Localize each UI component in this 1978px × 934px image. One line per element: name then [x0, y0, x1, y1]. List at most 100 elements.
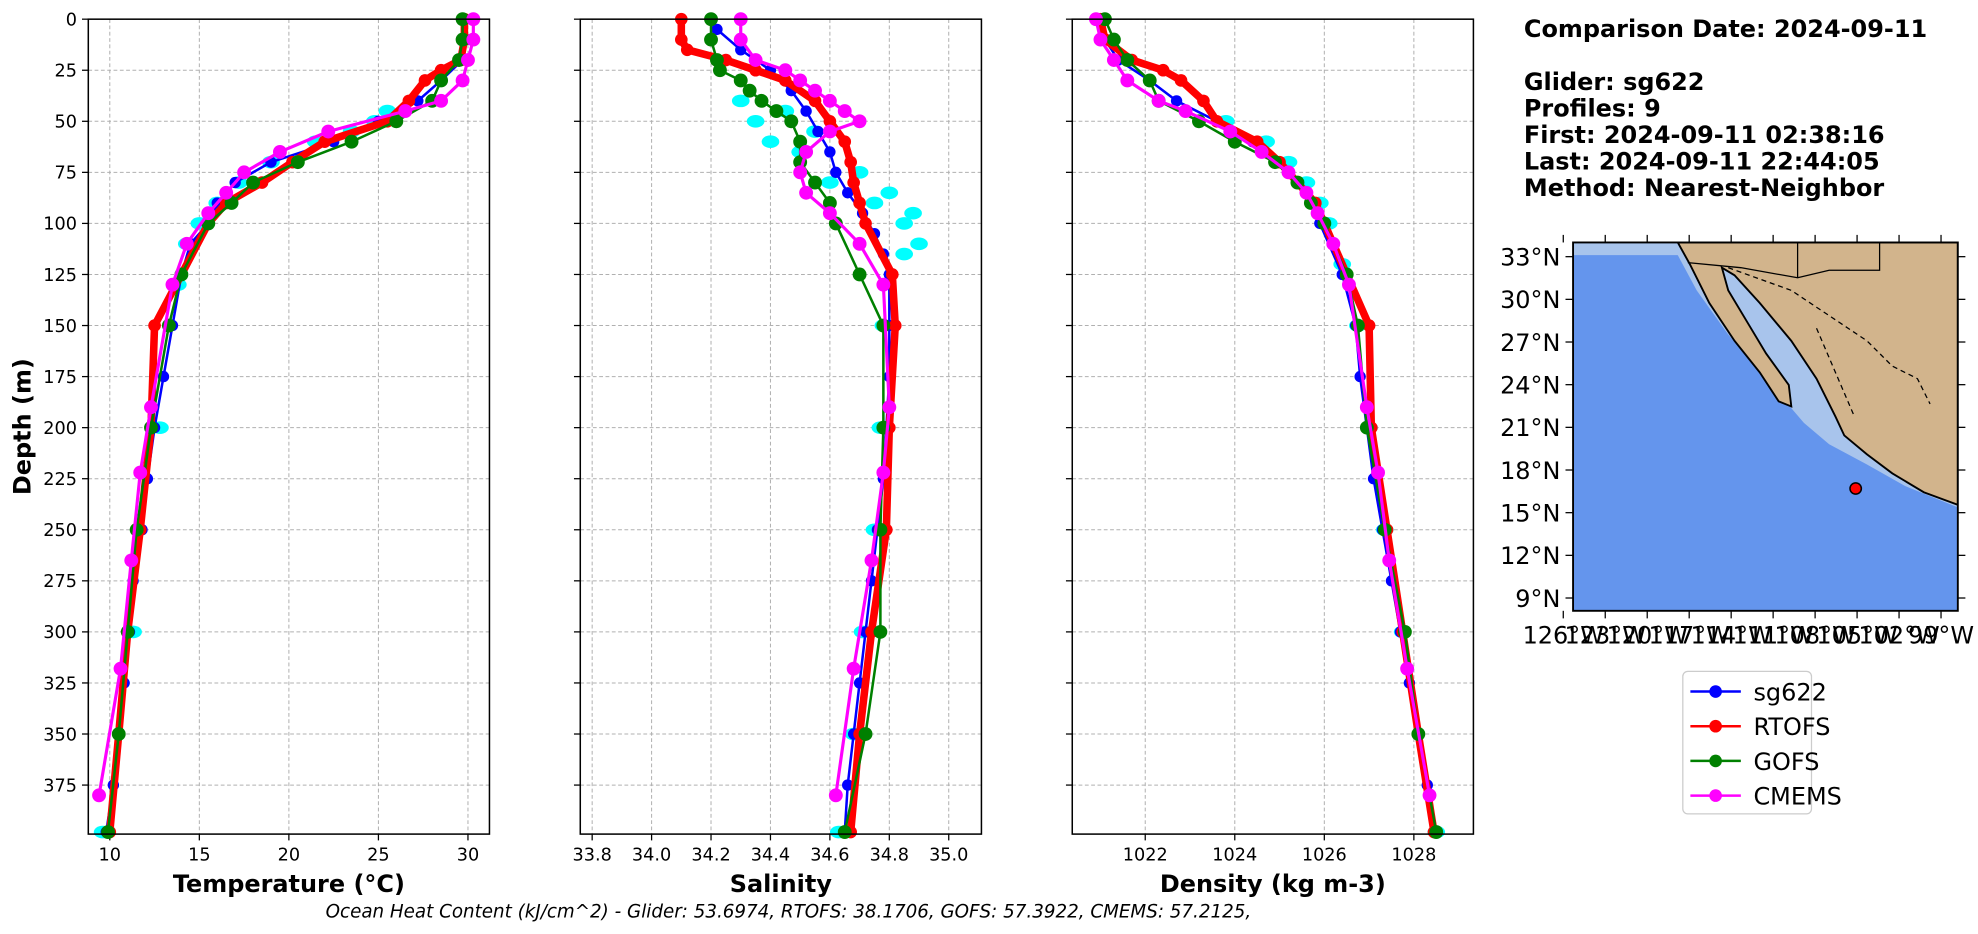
profile-point	[92, 788, 106, 803]
lon-label: 111°W	[1732, 622, 1813, 650]
profile-point	[823, 114, 837, 128]
profile-point	[1223, 124, 1238, 139]
profile-point	[830, 166, 842, 179]
profile-point	[837, 825, 852, 839]
info-line: Comparison Date: 2024-09-11	[1524, 15, 1927, 43]
profile-point	[1254, 144, 1269, 159]
plot-area	[92, 12, 481, 839]
profile-point	[749, 63, 762, 77]
profile-point	[733, 73, 748, 88]
profile-point	[144, 400, 158, 415]
axes-frame	[579, 18, 983, 835]
profile-point	[111, 727, 126, 741]
profile-point	[1093, 32, 1108, 47]
profile-point	[398, 104, 413, 119]
profile-point	[455, 32, 470, 47]
y-tick-label: 0	[66, 10, 77, 30]
profile-point	[822, 196, 837, 210]
lon-label: 99°W	[1908, 622, 1974, 650]
profile-point	[838, 135, 852, 149]
y-tick-label: 75	[54, 164, 76, 184]
y-tick-label: 150	[43, 317, 77, 337]
map-frame	[1572, 241, 1959, 612]
map: 33°N 30°N 27°N 24°N 21°N 18°N 15°N 12°N 9°N 126°W…	[1500, 234, 1974, 650]
lon-label: 114°W	[1690, 622, 1771, 650]
lat-label: 12°N	[1500, 542, 1560, 570]
profile-point	[822, 93, 837, 108]
legend-box	[1682, 670, 1813, 815]
profile-point	[466, 32, 481, 47]
x-tick-label: 35.0	[929, 846, 968, 866]
profile-point	[800, 105, 812, 117]
raw-point	[821, 176, 839, 189]
profile-line	[677, 19, 900, 833]
lat-label: 27°N	[1500, 329, 1560, 357]
lat-label: 24°N	[1500, 372, 1560, 400]
profile-point	[859, 217, 872, 230]
profile-point	[434, 63, 448, 77]
profile-point	[113, 661, 128, 676]
profile-point	[808, 94, 822, 108]
profile-point	[124, 553, 139, 568]
x-tick-label: 34.2	[691, 846, 730, 866]
profile-point	[822, 124, 837, 139]
x-tick-label: 25	[367, 846, 389, 866]
lon-label: 126°W	[1523, 622, 1604, 650]
lon-label: 117°W	[1648, 622, 1729, 650]
x-axis-label: Density (kg m-3)	[1160, 870, 1386, 898]
state-lines	[1728, 267, 1931, 417]
profile-point	[461, 53, 475, 67]
lat-label: 30°N	[1500, 286, 1560, 314]
profile-point	[876, 465, 891, 480]
x-tick-label: 15	[188, 846, 210, 866]
profile-point	[1156, 63, 1170, 77]
profile-point	[148, 319, 161, 332]
profile-point	[1120, 53, 1135, 67]
raw-point	[910, 237, 928, 251]
profile-point	[1178, 104, 1193, 119]
profile-point	[852, 267, 867, 282]
profile-point	[1250, 135, 1264, 149]
profile-point	[455, 73, 470, 88]
lat-label: 9°N	[1515, 585, 1560, 613]
profile-point	[272, 144, 287, 159]
profile-point	[1422, 788, 1437, 803]
profile-point	[735, 44, 747, 56]
y-tick-label: 225	[43, 470, 77, 490]
x-tick-label: 1024	[1212, 846, 1257, 866]
info-line: First: 2024-09-11 02:38:16	[1524, 121, 1885, 149]
profile-point	[1106, 53, 1121, 67]
profile-point	[680, 43, 694, 57]
profile-point	[876, 277, 891, 292]
profile-line	[1094, 18, 1432, 796]
profile-point	[1362, 319, 1376, 332]
profile-point	[808, 175, 822, 190]
profile-point	[1197, 94, 1210, 108]
land	[1676, 242, 1958, 506]
legend-marker	[1709, 685, 1722, 698]
y-tick-label: 100	[43, 215, 77, 235]
y-tick-label: 250	[43, 521, 77, 541]
profile-point	[1174, 74, 1188, 87]
info-line: Profiles: 9	[1524, 94, 1661, 122]
profile-point	[1106, 32, 1121, 47]
y-tick-label: 375	[43, 776, 77, 796]
legend-marker	[1709, 754, 1722, 768]
profile-point	[418, 74, 432, 87]
profile-point	[1382, 553, 1397, 568]
profile-point	[793, 73, 808, 88]
profile-point	[885, 268, 899, 281]
raw-point	[904, 206, 922, 220]
profile-point	[844, 155, 857, 169]
profile-point	[237, 165, 252, 180]
profile-point	[842, 187, 854, 199]
profile-point	[837, 104, 852, 119]
y-tick-label: 175	[43, 368, 77, 388]
legend-marker	[1709, 719, 1722, 733]
lon-label: 102°W	[1858, 622, 1939, 650]
x-tick-label: 1026	[1302, 846, 1347, 866]
raw-point	[865, 196, 884, 210]
y-tick-label: 25	[54, 62, 76, 82]
profile-point	[1371, 465, 1385, 480]
